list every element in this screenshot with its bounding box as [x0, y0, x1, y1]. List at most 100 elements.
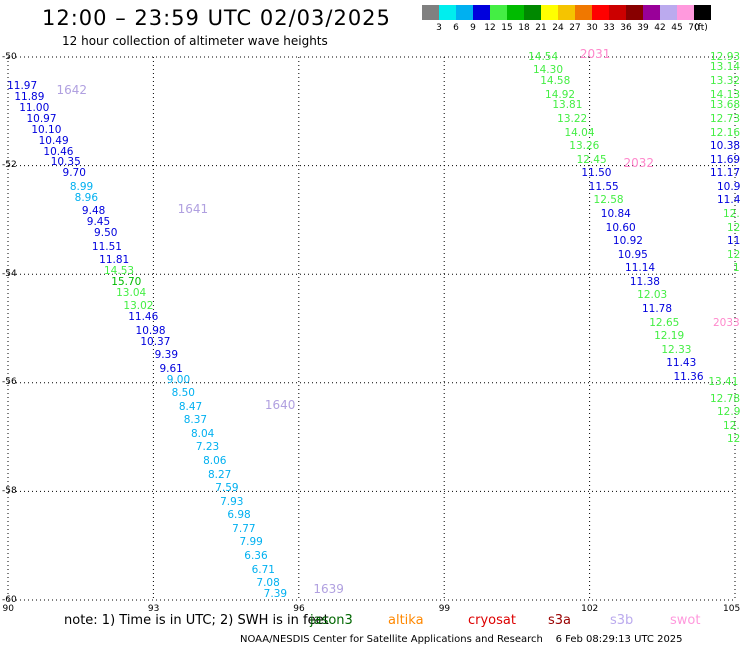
wave-height-value: 10.95	[617, 248, 648, 261]
satellite-cryosat: cryosat	[468, 613, 516, 628]
wave-height-value: 10.46	[43, 145, 74, 158]
wave-height-value: 13.22	[557, 112, 588, 125]
colorbar-swatch	[575, 5, 592, 20]
colorbar-tick-label: 9	[470, 23, 476, 33]
wave-height-value-partial: 1	[733, 262, 740, 275]
wave-height-value: 10.35	[50, 156, 81, 169]
wave-height-value: 9.70	[62, 167, 86, 180]
wave-height-value: 11.00	[19, 102, 50, 115]
colorbar-tick-label: 3	[436, 23, 442, 33]
wave-height-value: 9.50	[94, 226, 118, 239]
wave-height-value-partial: 12	[727, 248, 740, 261]
colorbar-tick-label: 42	[654, 23, 666, 33]
wave-height-value: 14.04	[564, 126, 595, 139]
wave-height-value: 11.89	[14, 91, 45, 104]
colorbar-swatch	[694, 5, 711, 20]
x-tick-label: 99	[438, 603, 451, 614]
wave-height-value: 12.03	[637, 289, 668, 302]
wave-height-value-partial: 13.68	[710, 99, 740, 112]
x-tick-label: 102	[581, 603, 599, 614]
wave-height-value-partial: 2033	[713, 316, 740, 329]
wave-height-value: 14.92	[545, 88, 576, 101]
wave-height-value: 9.48	[81, 205, 106, 218]
colorbar-tick-label: 33	[603, 23, 615, 33]
wave-height-value: 7.08	[256, 577, 280, 590]
colorbar-swatch	[592, 5, 609, 20]
colorbar-tick-label: 27	[569, 23, 581, 33]
wave-height-value: 8.99	[69, 180, 94, 193]
wave-height-value: 8.37	[183, 414, 208, 427]
wave-height-value-partial: 10.38	[710, 140, 740, 153]
wave-height-value: 13.26	[569, 140, 600, 153]
wave-height-value: 7.59	[215, 482, 239, 495]
colorbar-swatch	[541, 5, 558, 20]
wave-height-value-partial: 12	[727, 221, 740, 234]
wave-height-value: 10.97	[26, 112, 57, 125]
wave-height-value: 8.27	[207, 468, 232, 481]
pass-time-label: 1639	[313, 582, 344, 597]
wave-height-value: 13.81	[552, 99, 583, 112]
colorbar-swatch	[626, 5, 643, 20]
wave-height-value: 9.39	[154, 349, 179, 362]
wave-height-value-partial: 12.16	[710, 126, 740, 139]
colorbar-swatch	[609, 5, 626, 20]
colorbar-swatch	[473, 5, 490, 20]
colorbar-tick-label: 36	[620, 23, 632, 33]
wave-height-value-partial: 14.13	[710, 88, 740, 101]
wave-height-value: 12.58	[593, 194, 624, 207]
x-tick-label: 105	[723, 603, 740, 614]
satellite-s3a: s3a	[548, 613, 572, 628]
wave-height-value-partial: 12.	[723, 207, 740, 220]
wave-height-value-partial: 11.17	[710, 167, 740, 180]
wave-height-value: 10.92	[612, 235, 643, 248]
y-tick-label: -54	[2, 268, 17, 279]
colorbar-swatch	[643, 5, 660, 20]
pass-time-label: 1641	[177, 202, 209, 217]
wave-height-value-partial: 11.69	[710, 153, 740, 166]
wave-height-value: 13.04	[116, 286, 147, 299]
wave-height-value-partial: 12.	[723, 419, 740, 432]
wave-height-value: 8.04	[190, 427, 215, 440]
wave-height-value: 11.46	[128, 311, 159, 324]
wave-height-value: 8.96	[74, 191, 99, 204]
wave-height-value: 15.70	[111, 275, 142, 288]
wave-height-value: 11.50	[581, 167, 612, 180]
wave-height-value-partial: 13.14	[710, 61, 740, 74]
wave-height-value: 11.81	[99, 254, 130, 267]
wave-height-value: 14.53	[104, 264, 135, 277]
colorbar-swatch	[439, 5, 456, 20]
wave-height-value: 10.10	[31, 123, 62, 136]
map-subtitle: 12 hour collection of altimeter wave hei…	[62, 34, 328, 48]
footer-note: note: 1) Time is in UTC; 2) SWH is in fe…	[64, 613, 329, 628]
credit-line: NOAA/NESDIS Center for Satellite Applica…	[240, 634, 683, 645]
x-tick-label: 90	[2, 603, 14, 614]
y-tick-label: -50	[2, 51, 17, 62]
colorbar-swatch	[456, 5, 473, 20]
x-tick-label: 93	[147, 603, 160, 614]
colorbar-tick-label: 45	[671, 23, 683, 33]
y-tick-label: -56	[2, 377, 17, 388]
colorbar-tick-label: 39	[637, 23, 649, 33]
colorbar-swatch	[490, 5, 507, 20]
y-tick-label: -58	[2, 485, 17, 496]
colorbar-tick-label: 70	[688, 23, 700, 33]
wave-height-value: 11.14	[625, 262, 656, 275]
satellite-swot: swot	[670, 613, 701, 628]
colorbar-unit: (ft)	[694, 23, 708, 33]
wave-height-value: 14.58	[540, 74, 571, 87]
pass-time-label: 2032	[623, 155, 655, 170]
wave-height-value: 11.97	[7, 80, 38, 93]
colorbar-swatch	[524, 5, 541, 20]
wave-height-value-partial: 10.9	[717, 180, 740, 193]
colorbar-swatch	[660, 5, 677, 20]
wave-height-value: 11.36	[673, 370, 704, 383]
satellite-altika: altika	[388, 613, 424, 628]
colorbar-swatch	[558, 5, 575, 20]
wave-height-value-partial: 12.93	[710, 50, 740, 63]
wave-height-value: 6.98	[227, 509, 251, 522]
wave-height-value-partial: 12	[727, 433, 740, 446]
wave-height-value: 9.61	[159, 362, 183, 375]
wave-height-value: 12.33	[661, 343, 692, 356]
wave-height-value: 11.38	[629, 275, 660, 288]
